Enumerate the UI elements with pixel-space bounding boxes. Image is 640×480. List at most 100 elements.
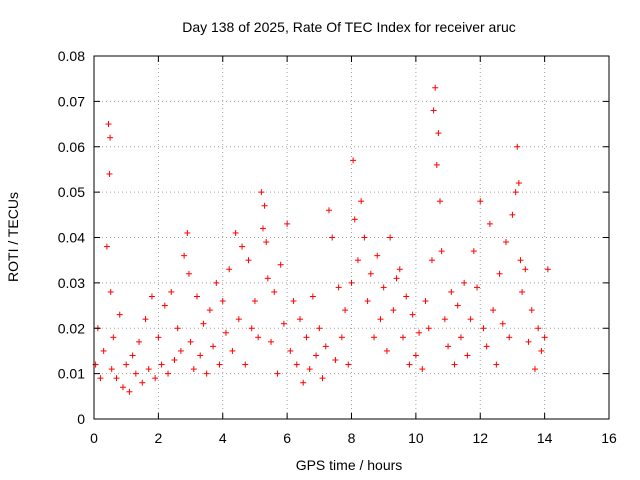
data-point <box>107 288 114 295</box>
data-point <box>387 234 394 241</box>
data-point <box>319 375 326 382</box>
data-point <box>528 307 535 314</box>
data-point <box>129 352 136 359</box>
data-point <box>409 311 416 318</box>
data-point <box>509 211 516 218</box>
data-point <box>263 239 270 246</box>
data-point <box>242 361 249 368</box>
data-point <box>261 202 268 209</box>
data-point <box>226 266 233 273</box>
data-point <box>203 370 210 377</box>
data-point <box>105 121 112 128</box>
data-point <box>100 347 107 354</box>
data-point <box>194 293 200 300</box>
data-point <box>514 143 521 150</box>
data-point <box>403 293 410 300</box>
data-point <box>522 266 529 273</box>
data-point <box>177 347 184 354</box>
data-point <box>499 320 506 327</box>
y-tick-label: 0.03 <box>58 275 85 291</box>
data-point <box>108 366 115 373</box>
data-point <box>380 284 387 291</box>
data-point <box>251 298 258 305</box>
data-point <box>351 216 358 223</box>
data-point <box>451 361 458 368</box>
grid-lines <box>94 56 609 419</box>
x-tick-label: 0 <box>90 430 98 446</box>
data-point <box>474 284 481 291</box>
data-point <box>158 361 165 368</box>
data-point <box>390 307 397 314</box>
data-point <box>506 334 513 341</box>
data-point <box>123 361 130 368</box>
data-point <box>110 334 117 341</box>
data-point <box>222 329 229 336</box>
data-point <box>139 379 146 386</box>
data-point <box>430 107 437 114</box>
data-point <box>316 325 323 332</box>
y-tick-label: 0.05 <box>58 184 85 200</box>
data-point <box>467 316 474 323</box>
data-point <box>448 288 455 295</box>
data-point <box>116 311 123 318</box>
data-point <box>393 275 400 282</box>
y-tick-label: 0.07 <box>58 93 85 109</box>
data-point <box>354 257 361 264</box>
x-tick-label: 12 <box>472 430 488 446</box>
data-point <box>258 189 265 196</box>
x-tick-label: 14 <box>537 430 553 446</box>
data-point <box>245 257 252 264</box>
data-point <box>181 252 188 259</box>
data-point <box>454 302 461 309</box>
data-point <box>496 270 503 277</box>
data-point <box>210 343 217 350</box>
data-point <box>512 189 519 196</box>
data-point <box>432 84 439 91</box>
data-point <box>335 284 342 291</box>
data-point <box>345 361 352 368</box>
y-tick-label: 0.04 <box>58 230 85 246</box>
data-point <box>168 288 175 295</box>
data-point <box>457 334 464 341</box>
data-point <box>216 361 223 368</box>
y-tick-label: 0.02 <box>58 320 85 336</box>
y-tick-label: 0 <box>77 411 85 427</box>
data-point <box>297 316 303 323</box>
data-point <box>541 334 548 341</box>
data-point <box>437 198 444 205</box>
data-point <box>284 220 291 227</box>
data-point <box>174 325 181 332</box>
data-point <box>329 234 336 241</box>
data-point <box>544 266 551 273</box>
data-point <box>107 134 114 141</box>
data-point <box>525 338 532 345</box>
data-point <box>425 325 432 332</box>
data-point <box>493 361 500 368</box>
data-point <box>232 229 239 236</box>
y-tick-label: 0.06 <box>58 139 85 155</box>
data-point <box>306 366 313 373</box>
data-point <box>325 207 332 214</box>
x-tick-label: 6 <box>283 430 291 446</box>
data-point <box>132 370 139 377</box>
y-tick-label: 0.08 <box>58 48 85 64</box>
data-point <box>145 366 152 373</box>
data-point <box>517 257 524 264</box>
data-point <box>519 288 526 295</box>
data-point <box>342 307 349 314</box>
data-point <box>490 307 497 314</box>
data-point <box>477 198 484 205</box>
data-point <box>248 325 255 332</box>
y-tick-label: 0.01 <box>58 366 85 382</box>
data-point <box>235 316 242 323</box>
data-point <box>383 347 390 354</box>
data-points <box>92 84 551 395</box>
data-point <box>229 347 236 354</box>
data-point <box>358 198 365 205</box>
data-point <box>97 375 104 382</box>
data-point <box>348 279 355 286</box>
data-point <box>503 239 509 246</box>
data-point <box>350 157 357 164</box>
data-point <box>464 352 471 359</box>
data-point <box>538 347 545 354</box>
